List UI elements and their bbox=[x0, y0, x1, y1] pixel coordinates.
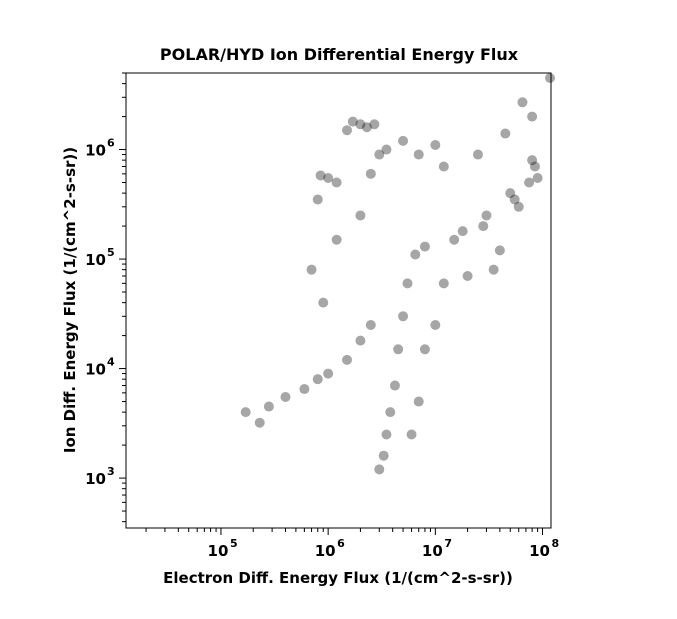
data-point bbox=[398, 311, 409, 322]
data-point bbox=[406, 429, 417, 440]
plot-area-frame bbox=[125, 72, 552, 529]
data-point bbox=[342, 354, 353, 365]
x-tick-exponent: 8 bbox=[552, 537, 560, 550]
x-tick-exponent: 6 bbox=[337, 537, 345, 550]
data-point bbox=[323, 172, 334, 183]
data-point bbox=[254, 417, 265, 428]
y-tick-exponent: 3 bbox=[107, 465, 115, 478]
data-point bbox=[481, 210, 492, 221]
x-axis-ticks: 10 5 10 6 10 7 10 8 bbox=[145, 528, 560, 560]
y-tick-exponent: 4 bbox=[107, 356, 115, 369]
data-point bbox=[419, 241, 430, 252]
data-point bbox=[369, 119, 380, 130]
data-point bbox=[438, 161, 449, 172]
x-tick-label: 10 bbox=[208, 542, 229, 560]
data-point bbox=[263, 401, 274, 412]
chart-title: POLAR/HYD Ion Differential Energy Flux bbox=[160, 45, 519, 64]
data-point bbox=[402, 278, 413, 289]
data-point bbox=[430, 140, 441, 151]
data-point bbox=[457, 226, 468, 237]
data-point bbox=[378, 450, 389, 461]
data-point bbox=[472, 149, 483, 160]
data-point bbox=[342, 125, 353, 136]
data-point bbox=[365, 319, 376, 330]
data-point bbox=[381, 429, 392, 440]
data-point bbox=[462, 271, 473, 282]
y-tick-label: 10 bbox=[85, 251, 106, 269]
y-axis-label: Ion Diff. Energy Flux (1/(cm^2-s-sr)) bbox=[61, 147, 79, 453]
data-point bbox=[413, 149, 424, 160]
data-point bbox=[312, 194, 323, 205]
data-point bbox=[323, 368, 334, 379]
data-point bbox=[532, 172, 543, 183]
data-point bbox=[545, 73, 555, 84]
data-point bbox=[361, 122, 372, 133]
data-point bbox=[306, 264, 317, 275]
data-point bbox=[318, 297, 329, 308]
data-point bbox=[488, 264, 499, 275]
data-point bbox=[331, 177, 342, 188]
x-tick-exponent: 5 bbox=[230, 537, 238, 550]
data-point bbox=[513, 201, 524, 212]
data-point bbox=[280, 391, 291, 402]
data-point bbox=[527, 155, 538, 166]
data-point bbox=[374, 464, 385, 475]
data-point bbox=[410, 249, 421, 260]
data-point bbox=[393, 344, 404, 355]
data-point bbox=[385, 407, 396, 418]
x-tick-label: 10 bbox=[422, 542, 443, 560]
data-point bbox=[529, 161, 540, 172]
y-tick-exponent: 5 bbox=[107, 246, 115, 259]
data-point bbox=[430, 319, 441, 330]
data-point bbox=[517, 97, 528, 108]
y-tick-exponent: 6 bbox=[107, 137, 115, 150]
data-point bbox=[478, 221, 489, 232]
data-point bbox=[240, 407, 251, 418]
x-axis-label: Electron Diff. Energy Flux (1/(cm^2-s-sr… bbox=[163, 569, 513, 587]
x-tick-label: 10 bbox=[315, 542, 336, 560]
y-tick-label: 10 bbox=[85, 361, 106, 379]
data-point bbox=[312, 374, 323, 385]
data-point bbox=[527, 111, 538, 122]
data-point bbox=[389, 380, 400, 391]
data-point bbox=[419, 344, 430, 355]
data-point bbox=[500, 128, 511, 139]
data-point bbox=[355, 335, 366, 346]
data-point bbox=[355, 210, 366, 221]
data-point bbox=[505, 188, 516, 199]
data-point bbox=[449, 234, 460, 245]
data-point bbox=[347, 116, 358, 127]
data-point bbox=[494, 245, 505, 256]
x-tick-label: 10 bbox=[529, 542, 550, 560]
data-point bbox=[365, 168, 376, 179]
data-point bbox=[374, 149, 385, 160]
x-tick-exponent: 7 bbox=[444, 537, 452, 550]
data-point bbox=[355, 119, 366, 130]
data-point bbox=[299, 384, 310, 395]
data-point bbox=[524, 177, 535, 188]
data-point bbox=[509, 194, 520, 205]
data-points bbox=[240, 73, 555, 475]
y-tick-label: 10 bbox=[85, 470, 106, 488]
data-point bbox=[398, 135, 409, 146]
data-point bbox=[331, 234, 342, 245]
y-tick-label: 10 bbox=[85, 142, 106, 160]
data-point bbox=[315, 170, 326, 181]
data-point bbox=[413, 396, 424, 407]
data-point bbox=[381, 144, 392, 155]
data-point bbox=[438, 278, 449, 289]
